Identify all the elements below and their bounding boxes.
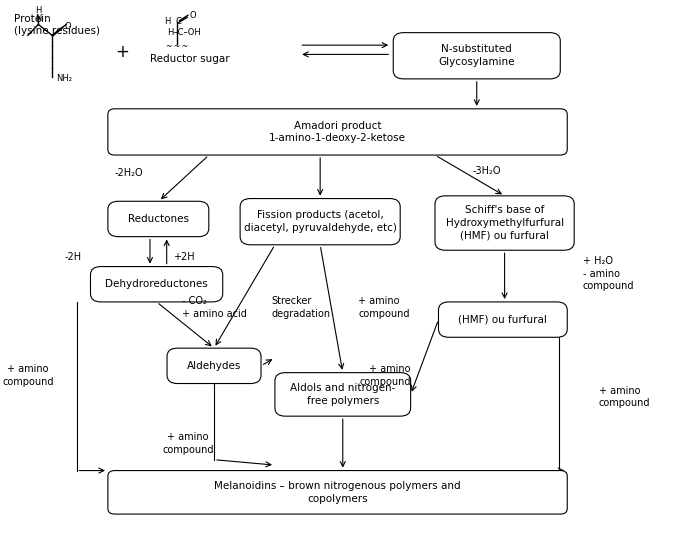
Text: N-substituted
Glycosylamine: N-substituted Glycosylamine [438,45,515,67]
Text: O: O [189,11,196,20]
FancyBboxPatch shape [393,33,560,79]
Text: + amino
compound: + amino compound [599,386,650,409]
Text: - CO₂
+ amino acid: - CO₂ + amino acid [182,296,247,319]
Text: Aldols and nitrogen-
free polymers: Aldols and nitrogen- free polymers [290,383,395,406]
Text: Fission products (acetol,
diacetyl, pyruvaldehyde, etc): Fission products (acetol, diacetyl, pyru… [244,211,397,233]
Text: H: H [164,17,171,26]
Text: Schiff's base of
Hydroxymethylfurfural
(HMF) ou furfural: Schiff's base of Hydroxymethylfurfural (… [445,205,564,241]
Text: -2H: -2H [65,252,82,262]
FancyBboxPatch shape [90,267,223,302]
Text: + amino
compound: + amino compound [2,364,54,387]
Text: ~ ~ ~: ~ ~ ~ [166,42,189,51]
Text: +2H: +2H [173,252,194,262]
Text: H: H [35,5,42,15]
Text: Reductones: Reductones [128,214,189,224]
FancyBboxPatch shape [438,302,567,337]
FancyBboxPatch shape [108,109,567,155]
FancyBboxPatch shape [240,199,400,245]
Text: + amino
compound: + amino compound [359,364,411,387]
Text: Melanoidins – brown nitrogenous polymers and
copolymers: Melanoidins – brown nitrogenous polymers… [214,481,461,504]
Text: C: C [175,17,181,26]
Text: Reductor sugar: Reductor sugar [150,54,229,64]
Text: Dehydroreductones: Dehydroreductones [105,279,208,289]
FancyBboxPatch shape [108,471,567,514]
Text: NH₂: NH₂ [56,75,72,83]
FancyBboxPatch shape [435,196,574,250]
Text: + amino
compound: + amino compound [162,432,214,455]
FancyBboxPatch shape [275,373,411,416]
FancyBboxPatch shape [167,348,261,384]
Text: -2H₂O: -2H₂O [114,168,143,178]
Text: + amino
compound: + amino compound [358,296,410,319]
Text: -3H₂O: -3H₂O [473,166,501,176]
Text: Strecker
degradation: Strecker degradation [271,296,331,319]
Text: Aldehydes: Aldehydes [187,361,242,371]
Text: O: O [65,22,72,30]
Text: (HMF) ou furfural: (HMF) ou furfural [459,314,547,325]
FancyBboxPatch shape [108,201,209,237]
Text: +: + [115,42,129,61]
Text: H–C–OH: H–C–OH [167,28,200,37]
Text: + H₂O
- amino
compound: + H₂O - amino compound [583,256,634,291]
Text: Protein
(lysine residues): Protein (lysine residues) [14,14,100,36]
Text: Amadori product
1-amino-1-deoxy-2-ketose: Amadori product 1-amino-1-deoxy-2-ketose [269,121,406,143]
Text: N: N [35,14,42,23]
